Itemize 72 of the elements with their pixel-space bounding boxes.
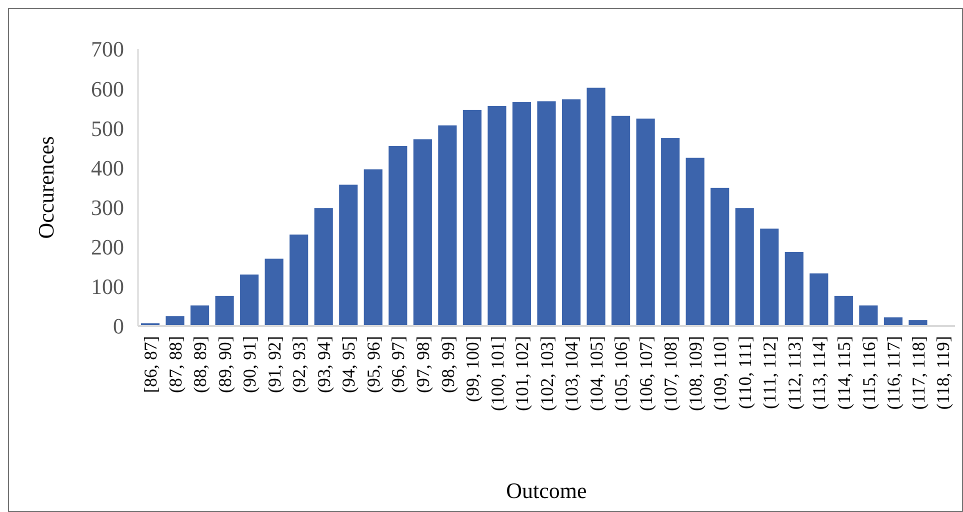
x-tick-label: (91, 92]	[264, 336, 284, 393]
x-tick-label: (110, 111]	[734, 336, 755, 409]
x-tick-label: [86, 87]	[140, 336, 161, 393]
y-tick-label: 100	[91, 274, 124, 300]
bar	[636, 118, 655, 326]
x-tick-label: (90, 91]	[240, 336, 260, 393]
y-tick-label: 400	[91, 155, 124, 180]
x-tick-label: (96, 97]	[388, 336, 408, 393]
x-tick-label: (117, 118]	[908, 336, 928, 410]
bar	[612, 116, 630, 326]
bar	[413, 139, 432, 326]
bar	[537, 101, 556, 326]
y-tick-label: 500	[91, 116, 124, 141]
bar	[710, 188, 730, 326]
x-tick-label: (93, 94]	[314, 336, 334, 393]
x-tick-label: (104, 105]	[586, 336, 606, 411]
y-axis-title: Occurences	[34, 136, 59, 239]
x-tick-label: (109, 110]	[710, 336, 730, 410]
bar	[166, 316, 184, 326]
x-tick-label: (92, 93]	[289, 336, 310, 393]
x-tick-label: (95, 96]	[363, 336, 384, 393]
bar	[512, 102, 532, 326]
y-tick-label: 600	[91, 76, 124, 102]
x-tick-label: (100, 101]	[487, 336, 508, 411]
y-tick-label: 300	[91, 194, 124, 220]
y-tick-label: 0	[113, 314, 124, 339]
bar	[388, 146, 408, 326]
bar	[488, 106, 506, 326]
bar	[810, 273, 828, 326]
x-tick-label: (116, 117]	[884, 336, 904, 410]
y-tick-label: 700	[91, 36, 124, 62]
bar	[735, 208, 754, 326]
bar	[859, 305, 878, 326]
bar	[784, 252, 804, 326]
bar	[190, 305, 210, 326]
x-axis-title: Outcome	[506, 478, 587, 503]
bar	[562, 99, 581, 326]
x-tick-label: (101, 102]	[512, 336, 532, 411]
x-tick-label: (107, 108]	[660, 336, 681, 411]
x-tick-label: (114, 115]	[834, 336, 854, 410]
bar	[314, 208, 333, 326]
x-tick-label: (88, 89]	[190, 336, 210, 393]
x-tick-label: (112, 113]	[784, 336, 804, 410]
bar	[661, 138, 680, 326]
y-tick-label: 200	[91, 234, 124, 260]
x-tick-label: (87, 88]	[165, 336, 186, 393]
x-tick-label: (102, 103]	[536, 336, 557, 411]
bar	[686, 158, 704, 326]
x-tick-label: (98, 99]	[438, 336, 458, 393]
x-tick-label: (103, 104]	[562, 336, 582, 411]
bar	[760, 228, 779, 326]
x-tick-label: (118, 119]	[933, 336, 954, 410]
bar	[215, 296, 234, 326]
bar	[586, 88, 606, 326]
x-tick-label: (106, 107]	[636, 336, 656, 411]
bar	[339, 184, 358, 326]
bar	[364, 169, 382, 326]
bar	[834, 296, 853, 326]
bar	[462, 110, 482, 326]
x-tick-label: (99, 100]	[462, 336, 483, 402]
bar	[438, 125, 457, 326]
bar	[240, 274, 259, 326]
bar	[264, 258, 284, 326]
x-tick-label: (115, 116]	[858, 336, 879, 410]
x-tick-label: (113, 114]	[809, 336, 830, 410]
x-tick-label: (108, 109]	[685, 336, 706, 411]
x-tick-label: (111, 112]	[760, 336, 780, 409]
bar	[290, 234, 308, 326]
x-tick-label: (89, 90]	[214, 336, 235, 393]
x-tick-label: (97, 98]	[412, 336, 433, 393]
x-tick-label: (105, 106]	[611, 336, 632, 411]
x-tick-label: (94, 95]	[338, 336, 359, 393]
